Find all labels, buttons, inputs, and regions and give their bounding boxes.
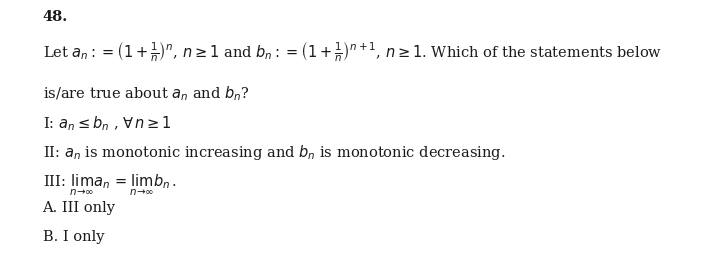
Text: 48.: 48. <box>43 10 68 24</box>
Text: B. I only: B. I only <box>43 230 104 244</box>
Text: III: $\lim_{n \to \infty} a_n = \lim_{n \to \infty} b_n$.: III: $\lim_{n \to \infty} a_n = \lim_{n … <box>43 173 177 198</box>
Text: A. III only: A. III only <box>43 201 116 215</box>
Text: Let $a_n := \left(1+\frac{1}{n}\right)^{n}$, $n \geq 1$ and $b_n := \left(1+\fra: Let $a_n := \left(1+\frac{1}{n}\right)^{… <box>43 41 661 64</box>
Text: II: $a_n$ is monotonic increasing and $b_n$ is monotonic decreasing.: II: $a_n$ is monotonic increasing and $b… <box>43 143 505 162</box>
Text: is/are true about $a_n$ and $b_n$?: is/are true about $a_n$ and $b_n$? <box>43 84 249 103</box>
Text: I: $a_n \leq b_n$ , $\forall\, n \geq 1$: I: $a_n \leq b_n$ , $\forall\, n \geq 1$ <box>43 114 172 133</box>
